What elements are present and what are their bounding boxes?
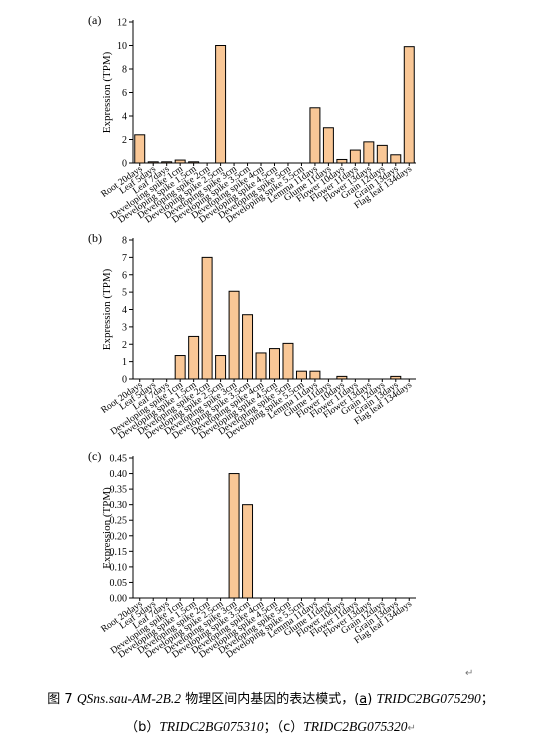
bar-flower-10days bbox=[336, 158, 348, 164]
y-tick-label: 4 bbox=[122, 112, 127, 123]
y-axis-title: Expression (TPM) bbox=[101, 51, 113, 133]
y-tick-label: 8 bbox=[122, 236, 127, 247]
y-tick-label: 0.40 bbox=[110, 469, 128, 480]
chart-panel-3: (c) Expression (TPM) 0.00 0.05 0.10 0.15 0.20 0… bbox=[88, 449, 416, 661]
figure-caption-line2: （b）TRIDC2BG075310；（c）TRIDC2BG075320↵ bbox=[0, 716, 541, 735]
y-axis-title: Expression (TPM) bbox=[101, 268, 113, 350]
y-tick-label: 0.05 bbox=[110, 578, 128, 589]
bar-developing-spike-2-5cm bbox=[215, 45, 227, 164]
panel-label: (c) bbox=[88, 449, 101, 463]
caption-sep1: ； bbox=[480, 692, 494, 707]
y-tick-label: 0 bbox=[122, 159, 127, 170]
y-tick-label: 12 bbox=[117, 18, 127, 29]
caption-fig-prefix: 图 7 bbox=[47, 692, 77, 707]
caption-gene-a: TRIDC2BG075290 bbox=[376, 691, 481, 706]
y-tick-label: 2 bbox=[122, 135, 127, 146]
bar-developing-spike-1cm bbox=[174, 355, 186, 380]
panel-label: (b) bbox=[88, 231, 102, 245]
y-axis-title: Expression (TPM) bbox=[101, 487, 113, 569]
y-tick-label: 6 bbox=[122, 270, 127, 281]
y-tick-label: 5 bbox=[122, 288, 127, 299]
caption-b-label: （b） bbox=[125, 720, 160, 735]
bar-flag-leaf-134days bbox=[403, 46, 415, 164]
bar-lemma-11days bbox=[309, 107, 321, 164]
bar-developing-spike-3-5cm bbox=[242, 504, 254, 599]
y-tick-label: 0.10 bbox=[110, 562, 128, 573]
bar-lemma-11days bbox=[309, 370, 321, 380]
y-tick-label: 0.15 bbox=[110, 547, 128, 558]
caption-desc: 物理区间内基因的表达模式，( bbox=[181, 692, 360, 707]
y-tick-label: 8 bbox=[122, 65, 127, 76]
bar-developing-spike-5cm bbox=[282, 342, 294, 380]
bar-developing-spike-2cm bbox=[201, 256, 213, 380]
bar-developing-spike-4cm bbox=[255, 352, 267, 380]
caption-gene-b: TRIDC2BG075310 bbox=[159, 719, 264, 734]
bar-flower-11days bbox=[349, 149, 361, 164]
y-tick-label: 0.20 bbox=[110, 531, 128, 542]
bar-grain-12days bbox=[376, 144, 388, 164]
y-tick-label: 4 bbox=[122, 305, 127, 316]
panel-label: (a) bbox=[88, 13, 101, 27]
y-tick-label: 0.00 bbox=[110, 594, 128, 605]
bar-developing-spike-3cm bbox=[228, 473, 240, 599]
y-tick-label: 0.45 bbox=[110, 454, 128, 465]
bar-flower-13days bbox=[363, 141, 375, 164]
caption-c-label: （c） bbox=[276, 720, 304, 735]
bar-developing-spike-3cm bbox=[228, 290, 240, 380]
y-tick-label: 10 bbox=[117, 41, 127, 52]
y-tick-label: 0.35 bbox=[110, 485, 128, 496]
bar-grain-13days bbox=[390, 154, 402, 164]
caption-a-label: a bbox=[359, 692, 368, 707]
y-tick-label: 0.25 bbox=[110, 516, 128, 527]
bar-developing-spike-1-5cm bbox=[188, 335, 200, 380]
bar-developing-spike-5-5cm bbox=[295, 370, 307, 380]
bar-developing-spike-2-5cm bbox=[215, 355, 227, 380]
y-tick-label: 7 bbox=[122, 253, 127, 264]
caption-a-close: ) bbox=[367, 692, 377, 707]
y-tick-label: 1 bbox=[122, 357, 127, 368]
bar-developing-spike-4-5cm bbox=[269, 348, 280, 380]
y-tick-label: 6 bbox=[122, 88, 127, 99]
bar-developing-spike-3-5cm bbox=[242, 314, 254, 380]
y-tick-label: 0 bbox=[122, 375, 127, 386]
bar-root-20days bbox=[134, 134, 146, 164]
bar-glume-11days bbox=[322, 127, 334, 164]
caption-gene-c: TRIDC2BG075320 bbox=[303, 719, 408, 734]
y-tick-label: 3 bbox=[122, 322, 127, 333]
caption-return-mark: ↵ bbox=[407, 723, 416, 734]
paragraph-mark: ↵ bbox=[465, 668, 474, 679]
y-tick-label: 2 bbox=[122, 340, 127, 351]
figure-caption-line1: 图 7 QSns.sau-AM-2B.2 物理区间内基因的表达模式，(a) TR… bbox=[0, 688, 541, 707]
y-tick-label: 0.30 bbox=[110, 500, 128, 511]
caption-gene-name: QSns.sau-AM-2B.2 bbox=[76, 691, 182, 706]
caption-sep2: ； bbox=[263, 720, 277, 735]
